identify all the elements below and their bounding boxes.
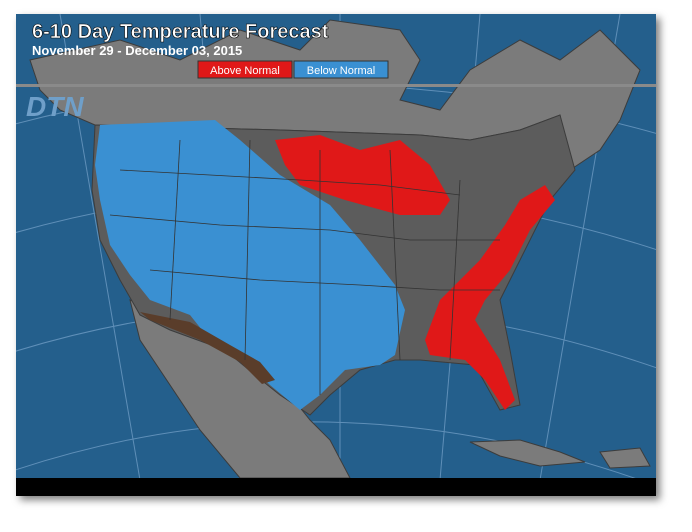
logo: DTN xyxy=(26,91,84,122)
state-lines xyxy=(109,139,500,395)
header-rule xyxy=(16,84,656,87)
legend-swatch xyxy=(293,60,389,79)
border-terrain xyxy=(140,312,275,384)
subtitle: November 29 - December 03, 2015 xyxy=(32,43,242,58)
legend: Above Normal Below Normal xyxy=(197,60,389,79)
legend-label: Below Normal xyxy=(307,65,375,77)
map xyxy=(16,14,656,478)
below-normal-region xyxy=(95,120,405,410)
cuba xyxy=(469,439,586,467)
title: 6-10 Day Temperature Forecast xyxy=(32,21,329,43)
bottom-bar xyxy=(16,478,656,496)
legend-swatch xyxy=(197,60,293,79)
legend-label: Above Normal xyxy=(210,65,280,77)
above-normal-region xyxy=(425,185,555,410)
hispaniola xyxy=(599,447,651,469)
above-normal-region xyxy=(275,135,450,215)
